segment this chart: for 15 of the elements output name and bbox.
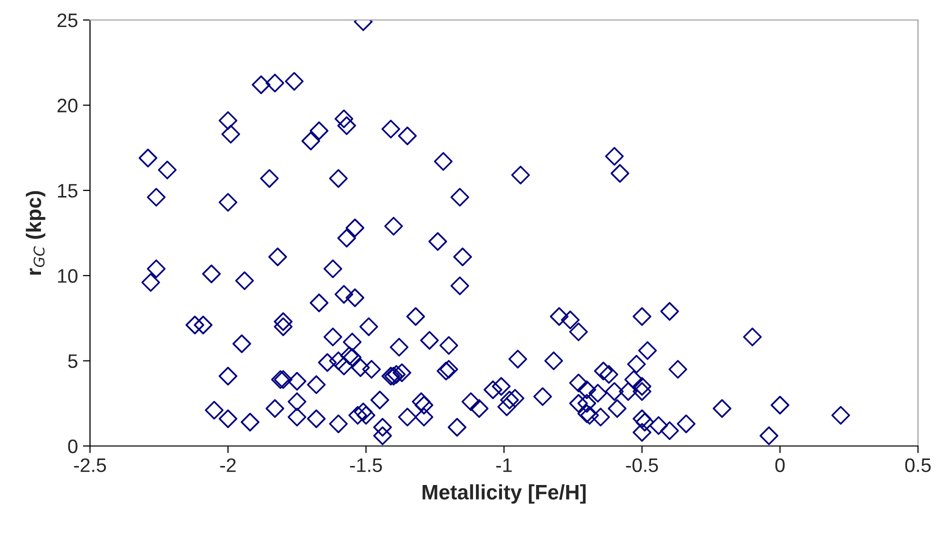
y-tick-label: 10 — [58, 269, 78, 283]
x-tick-label: 0.5 — [905, 458, 931, 472]
x-tick-label: -1 — [496, 458, 512, 472]
y-tick-label: 20 — [58, 98, 78, 112]
x-tick-label: -1.5 — [350, 458, 382, 472]
x-tick-label: -2.5 — [74, 458, 106, 472]
y-tick-label: 15 — [58, 184, 78, 198]
y-tick-label: 5 — [68, 354, 78, 368]
y-axis-title: r$_{GC}$ (kpc) — [26, 191, 46, 275]
x-tick-label: 0 — [775, 458, 785, 472]
y-tick-label: 25 — [58, 13, 78, 28]
x-axis-title: Metallicity [Fe/H] — [422, 484, 586, 504]
y-tick-label: 0 — [68, 439, 78, 454]
x-tick-label: -0.5 — [626, 458, 658, 472]
x-tick-label: -2 — [220, 458, 236, 472]
